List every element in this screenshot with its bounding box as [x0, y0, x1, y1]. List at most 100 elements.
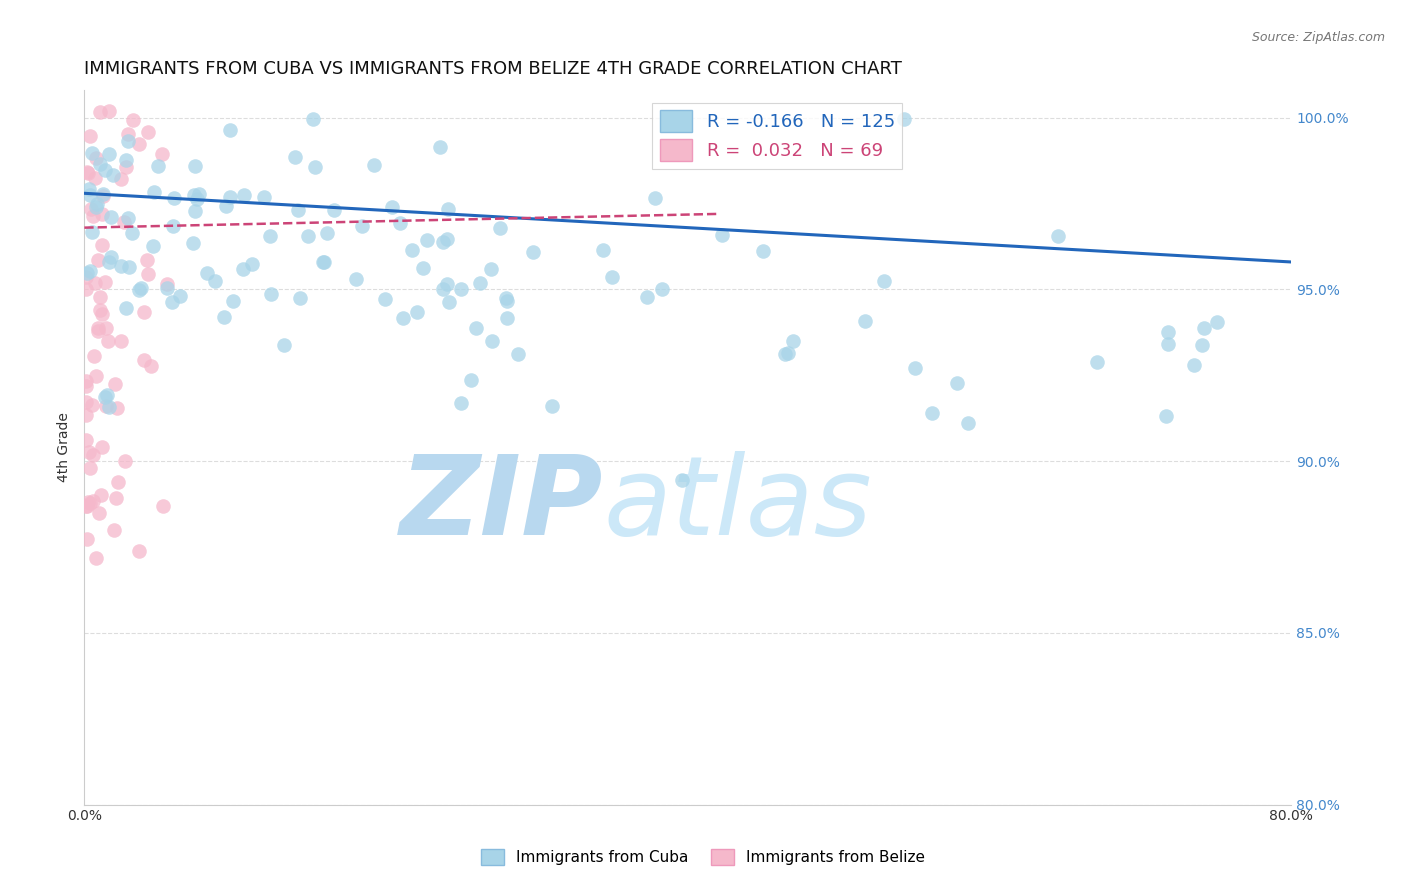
Point	[323, 203, 346, 218]
Point	[183, 203, 205, 218]
Point	[75, 408, 97, 422]
Point	[84, 276, 107, 290]
Point	[1047, 228, 1070, 243]
Point	[259, 228, 281, 243]
Legend: Immigrants from Cuba, Immigrants from Belize: Immigrants from Cuba, Immigrants from Be…	[475, 843, 931, 871]
Point	[76, 267, 98, 281]
Point	[287, 202, 309, 217]
Point	[644, 191, 666, 205]
Point	[506, 347, 529, 361]
Point	[222, 293, 245, 308]
Point	[87, 506, 110, 520]
Point	[100, 210, 122, 224]
Point	[195, 266, 218, 280]
Point	[112, 215, 135, 229]
Point	[117, 211, 139, 225]
Point	[77, 445, 100, 459]
Point	[90, 440, 112, 454]
Point	[212, 310, 235, 325]
Point	[184, 159, 207, 173]
Point	[481, 334, 503, 348]
Point	[240, 257, 263, 271]
Point	[84, 550, 107, 565]
Point	[129, 281, 152, 295]
Point	[89, 157, 111, 171]
Point	[114, 453, 136, 467]
Point	[162, 219, 184, 233]
Point	[450, 282, 472, 296]
Point	[186, 192, 208, 206]
Point	[416, 233, 439, 247]
Point	[945, 376, 967, 390]
Point	[89, 105, 111, 120]
Point	[187, 187, 209, 202]
Point	[91, 186, 114, 201]
Point	[232, 262, 254, 277]
Point	[117, 134, 139, 148]
Point	[136, 125, 159, 139]
Point	[91, 188, 114, 202]
Point	[75, 434, 97, 448]
Point	[450, 396, 472, 410]
Point	[136, 267, 159, 281]
Point	[134, 353, 156, 368]
Point	[1157, 336, 1180, 351]
Point	[152, 499, 174, 513]
Point	[82, 398, 104, 412]
Point	[468, 277, 491, 291]
Point	[592, 243, 614, 257]
Point	[94, 275, 117, 289]
Point	[105, 401, 128, 415]
Point	[302, 112, 325, 127]
Point	[82, 448, 104, 462]
Point	[496, 310, 519, 325]
Point	[921, 406, 943, 420]
Point	[94, 390, 117, 404]
Point	[100, 250, 122, 264]
Point	[312, 255, 335, 269]
Point	[80, 225, 103, 239]
Point	[460, 373, 482, 387]
Point	[98, 146, 121, 161]
Point	[464, 321, 486, 335]
Point	[82, 494, 104, 508]
Point	[218, 123, 240, 137]
Point	[1182, 359, 1205, 373]
Point	[316, 226, 339, 240]
Point	[782, 334, 804, 348]
Point	[872, 274, 894, 288]
Point	[75, 374, 97, 388]
Point	[80, 202, 103, 216]
Point	[273, 338, 295, 352]
Point	[432, 283, 454, 297]
Point	[150, 147, 173, 161]
Point	[284, 150, 307, 164]
Point	[288, 291, 311, 305]
Point	[79, 188, 101, 202]
Point	[651, 282, 673, 296]
Point	[436, 277, 458, 291]
Point	[156, 277, 179, 291]
Point	[110, 334, 132, 348]
Point	[253, 190, 276, 204]
Point	[75, 379, 97, 393]
Point	[87, 324, 110, 338]
Point	[89, 302, 111, 317]
Point	[344, 271, 367, 285]
Point	[84, 170, 107, 185]
Point	[1206, 315, 1229, 329]
Point	[853, 314, 876, 328]
Point	[374, 292, 396, 306]
Point	[893, 112, 915, 126]
Point	[77, 495, 100, 509]
Point	[84, 369, 107, 384]
Point	[115, 160, 138, 174]
Point	[82, 209, 104, 223]
Y-axis label: 4th Grade: 4th Grade	[58, 412, 72, 483]
Point	[94, 400, 117, 414]
Point	[181, 235, 204, 250]
Point	[215, 199, 238, 213]
Point	[1191, 337, 1213, 351]
Point	[82, 145, 104, 160]
Point	[751, 244, 773, 258]
